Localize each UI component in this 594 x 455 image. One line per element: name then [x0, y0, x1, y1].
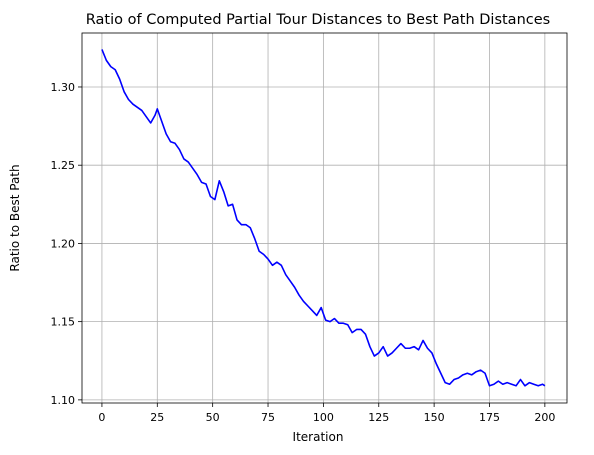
y-tick-label: 1.20: [51, 237, 76, 250]
x-tick-label: 125: [368, 411, 389, 424]
y-tick-label: 1.10: [51, 394, 76, 407]
x-tick-label: 0: [98, 411, 105, 424]
y-tick-label: 1.30: [51, 81, 76, 94]
grid-lines: [82, 33, 567, 403]
y-tick-label: 1.15: [51, 316, 76, 329]
x-axis-ticks: 0 25 50 75 100 125 150 175 200: [98, 403, 555, 424]
x-tick-label: 25: [150, 411, 164, 424]
x-tick-label: 75: [261, 411, 275, 424]
x-tick-label: 200: [534, 411, 555, 424]
x-tick-label: 50: [206, 411, 220, 424]
x-tick-label: 150: [424, 411, 445, 424]
y-axis-label: Ratio to Best Path: [8, 164, 22, 271]
y-tick-label: 1.25: [51, 159, 76, 172]
chart-title: Ratio of Computed Partial Tour Distances…: [86, 12, 550, 28]
x-tick-label: 175: [479, 411, 500, 424]
series-layer: [101, 49, 546, 387]
plot-frame: [81, 32, 568, 404]
x-tick-label: 100: [313, 411, 334, 424]
y-axis-ticks: 1.10 1.15 1.20 1.25 1.30: [51, 81, 82, 407]
series-line: [101, 49, 546, 387]
x-axis-label: Iteration: [293, 430, 344, 444]
